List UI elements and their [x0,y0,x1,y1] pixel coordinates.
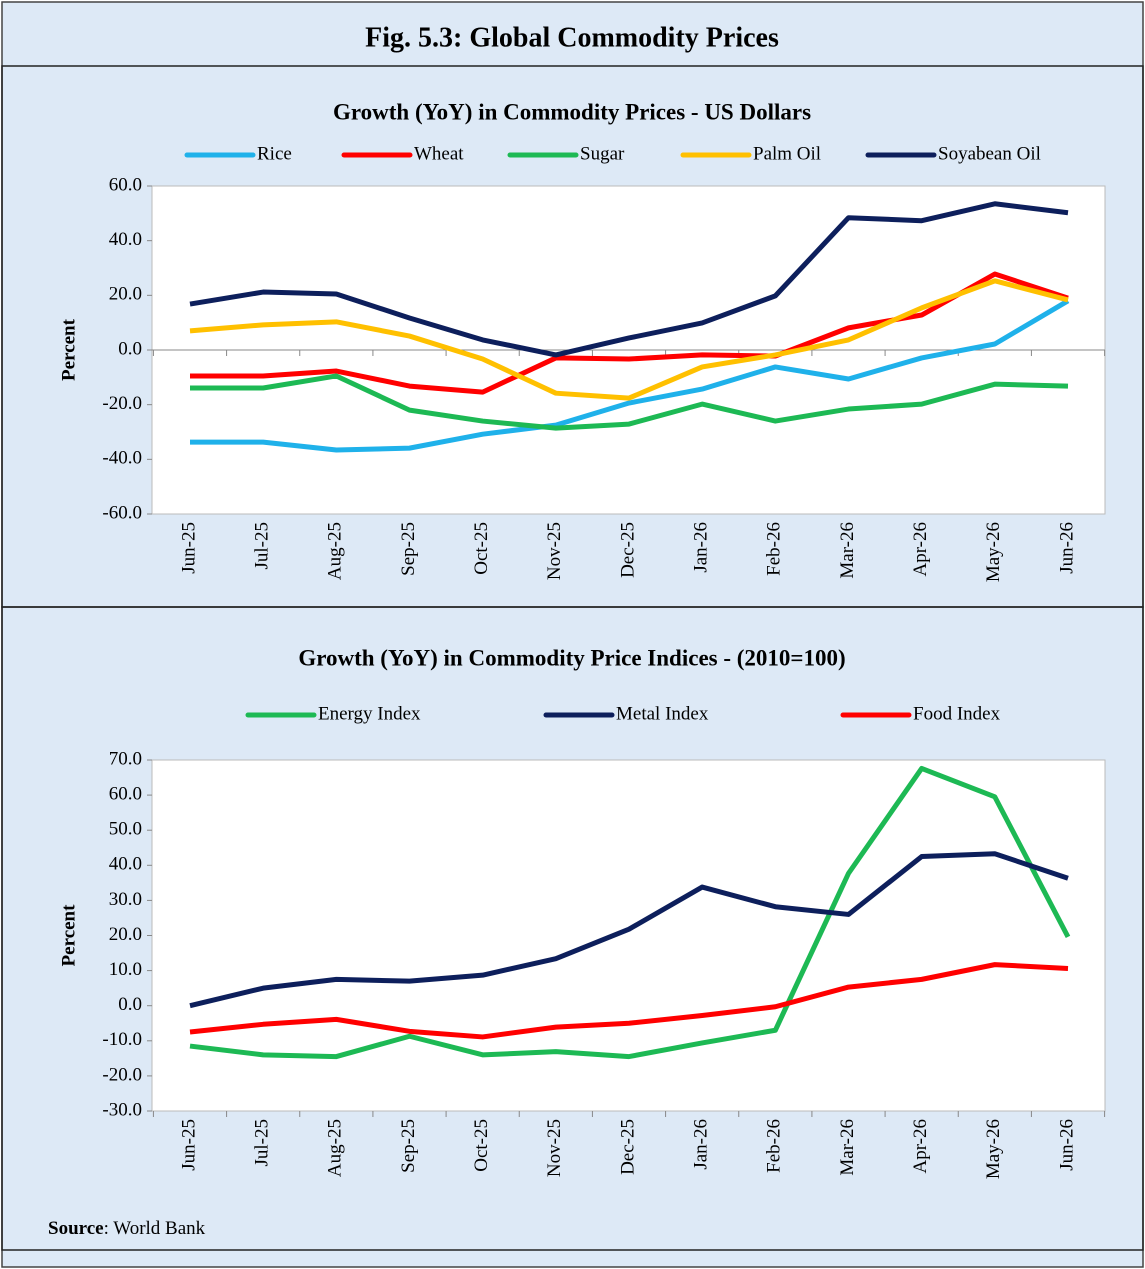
x-tick-label: Jan-26 [691,1119,712,1170]
x-tick-label: Jul-25 [252,1119,273,1167]
x-tick-label: Aug-25 [325,522,346,580]
y-tick-label: 40.0 [109,854,142,875]
x-tick-label: Sep-25 [398,522,419,576]
y-tick-label: -10.0 [102,1029,142,1050]
x-tick-label: Jun-25 [178,1119,199,1171]
y-tick-label: 40.0 [109,229,142,250]
x-tick-label: Apr-26 [910,522,931,577]
plot-area [151,759,1106,1112]
series-line [189,962,1069,1040]
y-tick-label: -20.0 [102,1064,142,1085]
x-tick-label: Jun-26 [1056,522,1077,574]
figure-title: Fig. 5.3: Global Commodity Prices [365,22,779,53]
series-line [190,271,1069,395]
source-label: Source [48,1218,104,1239]
y-tick-label: 10.0 [109,959,142,980]
legend-label: Palm Oil [753,143,821,164]
x-tick-label: May-26 [983,522,1004,582]
y-tick-label: 60.0 [109,174,142,195]
x-tick-label: Jul-25 [252,522,273,570]
x-tick-label: Feb-26 [764,1119,785,1173]
y-tick-label: -20.0 [102,393,142,414]
series-line [189,201,1069,358]
x-tick-label: Dec-25 [617,1119,638,1175]
x-tick-label: Jun-25 [178,522,199,574]
x-tick-label: Oct-25 [471,1119,492,1172]
y-axis-title: Percent [58,904,79,967]
legend-label: Rice [257,143,292,164]
x-tick-label: Mar-26 [837,1119,858,1176]
x-tick-label: Dec-25 [617,522,638,578]
series-line [189,765,1071,1060]
series-line [190,298,1070,453]
legend-label: Wheat [414,143,464,164]
source: Source: World Bank [48,1218,206,1239]
y-tick-label: -30.0 [102,1099,142,1120]
y-tick-label: 60.0 [109,783,142,804]
y-axis-title: Percent [58,318,79,381]
legend-label: Soyabean Oil [938,143,1041,164]
bottom-panel [1,606,1144,1251]
x-tick-label: Nov-25 [544,1119,565,1177]
y-tick-label: 0.0 [118,994,142,1015]
x-tick-label: Apr-26 [910,1119,931,1174]
y-tick-label: 20.0 [109,924,142,945]
series-line [189,278,1069,401]
chart-title: Growth (YoY) in Commodity Prices - US Do… [333,99,811,124]
y-tick-label: -40.0 [102,448,142,469]
legend-label: Food Index [913,703,1001,724]
y-tick-label: 20.0 [109,284,142,305]
x-tick-label: Feb-26 [764,522,785,576]
x-tick-label: Oct-25 [471,522,492,575]
x-tick-label: Jan-26 [691,522,712,573]
source-text: : World Bank [104,1218,206,1239]
y-tick-label: 70.0 [109,748,142,769]
x-tick-label: Aug-25 [325,1119,346,1177]
x-tick-label: Nov-25 [544,522,565,580]
y-tick-label: 50.0 [109,819,142,840]
y-tick-label: 30.0 [109,889,142,910]
y-tick-label: -60.0 [102,502,142,523]
x-tick-label: May-26 [983,1119,1004,1179]
x-tick-label: Jun-26 [1056,1119,1077,1171]
series-line [190,373,1069,431]
x-tick-label: Sep-25 [398,1119,419,1173]
chart-title: Growth (YoY) in Commodity Price Indices … [298,645,845,670]
legend-label: Metal Index [616,703,709,724]
series-line [189,851,1069,1009]
legend-label: Sugar [580,143,625,164]
x-tick-label: Mar-26 [837,522,858,579]
y-tick-label: 0.0 [118,338,142,359]
legend-label: Energy Index [318,703,421,724]
